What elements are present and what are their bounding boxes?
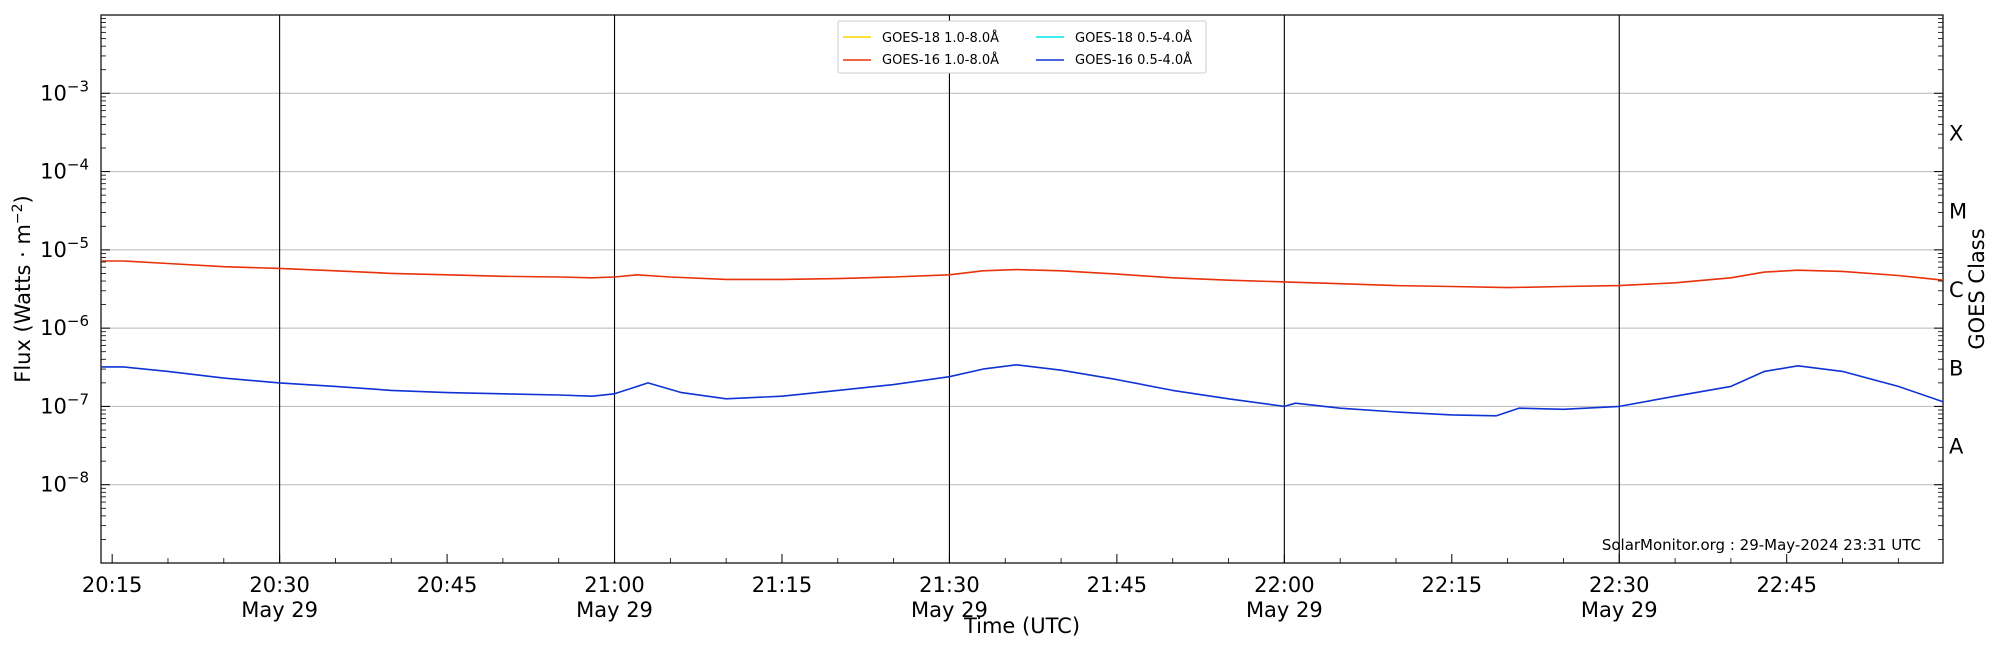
y-tick-exponent: −7 <box>67 390 89 408</box>
x-tick-label: 22:45 <box>1756 573 1817 597</box>
x-tick-label: 20:30 <box>249 573 310 597</box>
y-tick-label: 10−8 <box>40 469 89 497</box>
series-layer <box>101 260 1944 417</box>
x-tick-label: 21:00 <box>584 573 645 597</box>
y-tick-base: 10 <box>40 81 67 105</box>
x-tick-label: 20:15 <box>82 573 143 597</box>
y-axis-label-exponent: −2 <box>10 203 26 224</box>
y-tick-label: 10−3 <box>40 77 89 105</box>
y-tick-label: 10−6 <box>40 312 89 340</box>
y-tick-base: 10 <box>40 160 67 184</box>
legend: GOES-18 1.0-8.0Å GOES-16 1.0-8.0Å GOES-1… <box>837 20 1207 74</box>
credit-text: SolarMonitor.org : 29-May-2024 23:31 UTC <box>1602 536 1921 554</box>
y-tick-exponent: −8 <box>67 469 89 487</box>
x-axis-label: Time (UTC) <box>963 614 1080 638</box>
x-tick-date-label: May 29 <box>1581 598 1658 622</box>
x-tick-date-label: May 29 <box>1246 598 1323 622</box>
x-tick-label: 22:30 <box>1589 573 1650 597</box>
y-axis-label-main: Flux (Watts · m <box>11 224 35 383</box>
x-tick-label: 21:45 <box>1087 573 1148 597</box>
x-tick-label: 22:15 <box>1422 573 1483 597</box>
series-line-2 <box>101 260 1944 289</box>
goes-class-label: M <box>1949 200 1967 224</box>
x-tick-label: 21:15 <box>752 573 813 597</box>
series-line-3 <box>101 363 1944 417</box>
y-tick-base: 10 <box>40 473 67 497</box>
legend-label-goes18-short: GOES-18 0.5-4.0Å <box>1075 30 1192 46</box>
goes-class-label: C <box>1949 278 1964 302</box>
legend-label-goes16-short: GOES-16 0.5-4.0Å <box>1075 52 1192 68</box>
legend-box <box>837 20 1207 74</box>
legend-label-goes18-long: GOES-18 1.0-8.0Å <box>882 30 999 46</box>
legend-label-goes16-long: GOES-16 1.0-8.0Å <box>882 52 999 68</box>
y-tick-label: 10−4 <box>40 156 89 184</box>
y-tick-base: 10 <box>40 238 67 262</box>
y-axis-label: Flux (Watts · m−2) <box>10 195 35 383</box>
y-tick-exponent: −4 <box>67 156 89 174</box>
y-tick-label: 10−5 <box>40 234 89 262</box>
goes-class-label: A <box>1949 435 1964 459</box>
x-tick-date-label: May 29 <box>576 598 653 622</box>
y-tick-label: 10−7 <box>40 390 89 418</box>
y-tick-base: 10 <box>40 316 67 340</box>
goes-class-label: B <box>1949 356 1963 380</box>
goes-class-label: X <box>1949 121 1963 145</box>
plot-frame <box>100 14 1944 564</box>
x-tick-date-label: May 29 <box>911 598 988 622</box>
x-tick-date-label: May 29 <box>241 598 318 622</box>
y-axis-label-close: ) <box>11 195 35 203</box>
x-tick-label: 21:30 <box>919 573 980 597</box>
x-tick-label: 22:00 <box>1254 573 1315 597</box>
y-tick-base: 10 <box>40 394 67 418</box>
grid-layer <box>101 15 1943 563</box>
y-tick-exponent: −5 <box>67 234 89 252</box>
y-tick-exponent: −3 <box>67 77 89 95</box>
x-tick-label: 20:45 <box>417 573 478 597</box>
y-tick-exponent: −6 <box>67 312 89 330</box>
goes-class-axis-label: GOES Class <box>1965 228 1989 349</box>
